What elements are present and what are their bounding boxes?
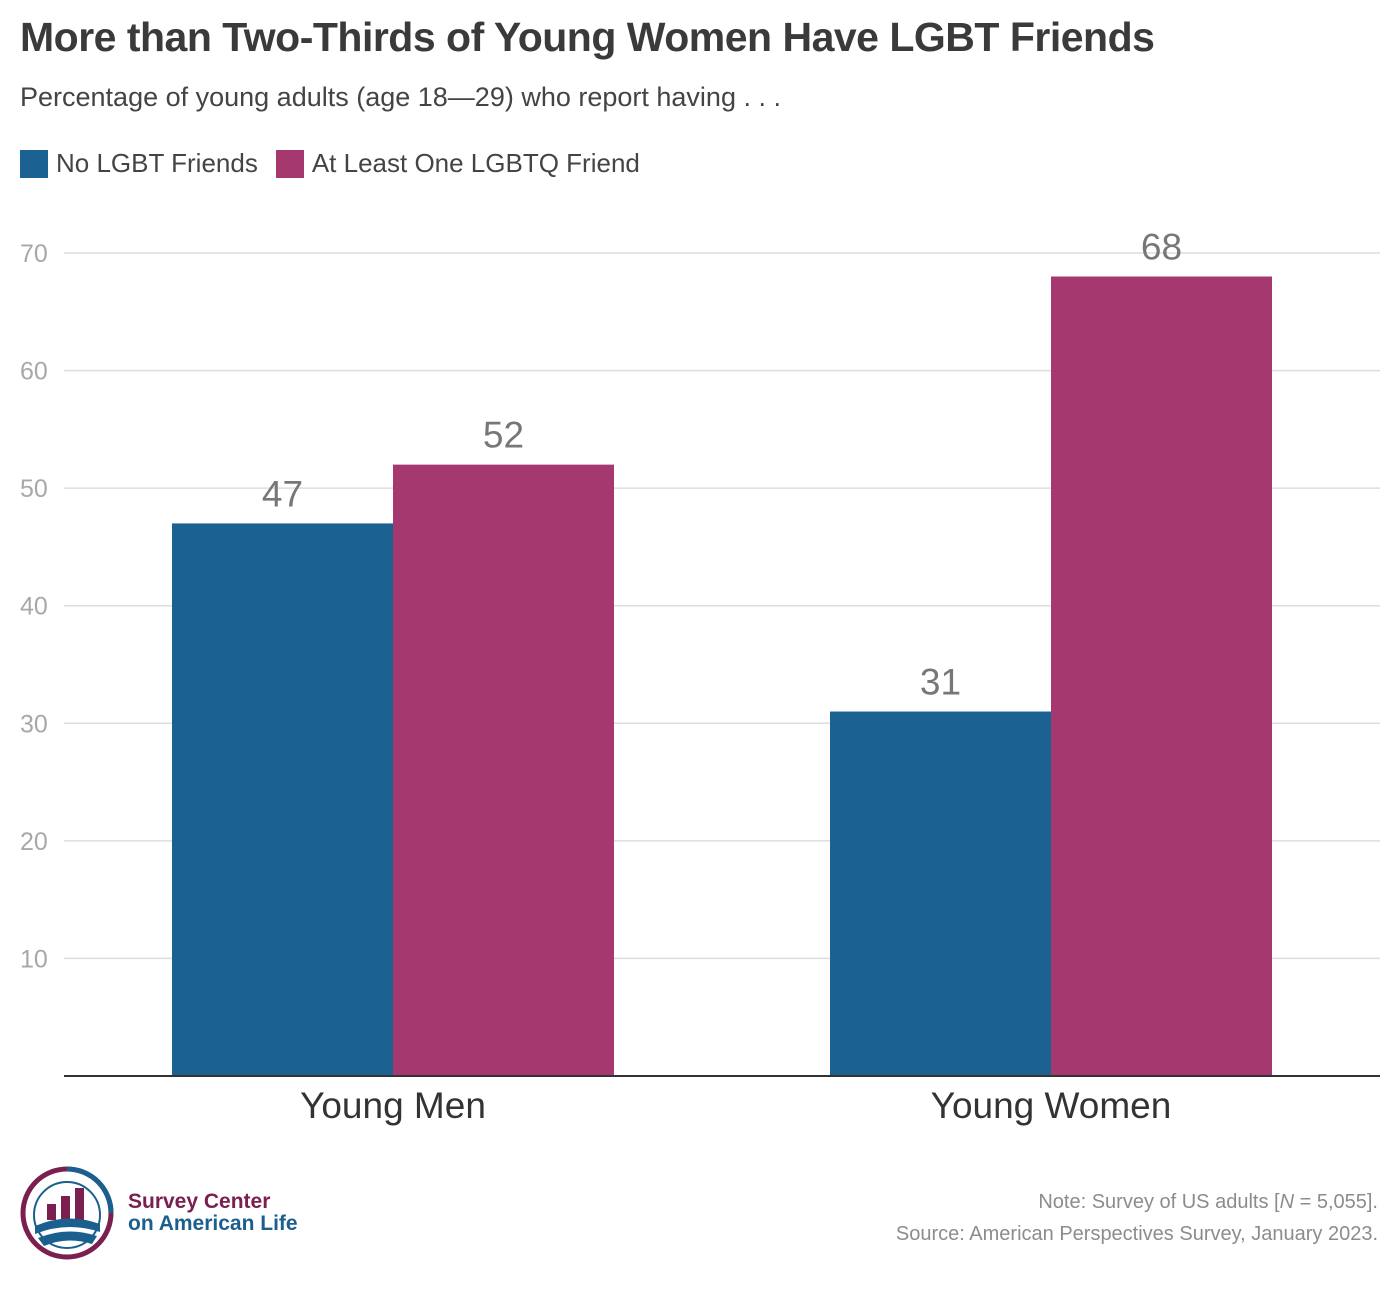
y-tick-label: 60 [20, 358, 48, 386]
y-tick-label: 40 [20, 593, 48, 621]
data-label: 52 [483, 415, 524, 456]
y-tick-label: 20 [20, 828, 48, 856]
chart-title: More than Two-Thirds of Young Women Have… [20, 14, 1155, 60]
y-tick-label: 10 [20, 945, 48, 973]
source-text: Source: American Perspectives Survey, Ja… [895, 1223, 1378, 1245]
chart-subtitle: Percentage of young adults (age 18—29) w… [20, 82, 781, 112]
legend-item-no-lgbt-friends: No LGBT Friends [20, 148, 258, 179]
note-text: Note: Survey of US adults [N = 5,055]. [1038, 1191, 1378, 1213]
x-category-label: Young Men [300, 1085, 486, 1126]
bar [172, 523, 393, 1076]
footer-note: Note: Survey of US adults [N = 5,055]. S… [896, 1186, 1378, 1250]
y-tick-label: 30 [20, 710, 48, 738]
bar [830, 711, 1051, 1076]
bar-chart: 10 20 30 40 50 60 70 47 52 Young Men 31 68 Young Wom… [20, 227, 1380, 1126]
y-tick-label: 70 [20, 240, 48, 268]
logo-line-2: on American Life [128, 1212, 298, 1235]
bar [393, 464, 614, 1077]
legend-label-at-least-one-lgbtq-friend: At Least One LGBTQ Friend [311, 148, 640, 178]
data-label: 68 [1141, 227, 1182, 268]
legend-swatch-at-least-one-lgbtq-friend [275, 149, 304, 178]
bar [1051, 276, 1272, 1076]
legend-swatch-no-lgbt-friends [20, 149, 48, 178]
logo-line-1: Survey Center [128, 1190, 271, 1213]
data-label: 47 [262, 473, 303, 514]
y-tick-label: 50 [20, 475, 48, 503]
data-label: 31 [920, 662, 961, 703]
legend-label-no-lgbt-friends: No LGBT Friends [56, 148, 258, 178]
survey-center-logo-icon [20, 1166, 114, 1260]
legend-item-at-least-one-lgbtq-friend: At Least One LGBTQ Friend [275, 148, 640, 179]
legend: No LGBT Friends At Least One LGBTQ Frien… [20, 148, 658, 179]
logo: Survey Center on American Life [20, 1166, 298, 1260]
x-category-label: Young Women [931, 1085, 1172, 1126]
